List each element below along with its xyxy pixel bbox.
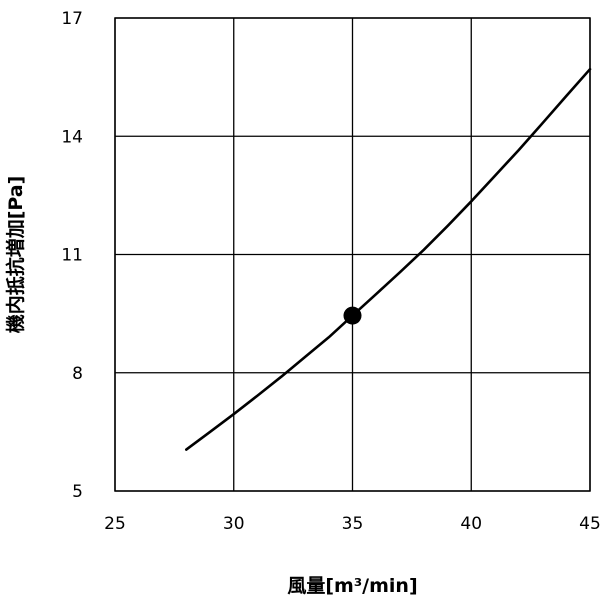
- series-line: [185, 67, 592, 451]
- highlight-point-marker: [343, 306, 362, 325]
- grid: [114, 17, 591, 492]
- y-tick-label: 14: [61, 127, 83, 147]
- x-tick-label: 35: [342, 514, 364, 534]
- y-tick-label: 8: [72, 364, 83, 384]
- y-tick-label: 17: [61, 9, 83, 29]
- x-tick-label: 30: [223, 514, 245, 534]
- x-tick-label: 40: [460, 514, 482, 534]
- y-tick-label: 11: [61, 246, 83, 266]
- plot-area-border: [114, 17, 591, 492]
- x-tick-labels: 25 30 35 40 45: [104, 514, 601, 534]
- y-axis-title: 機内抵抗増加[Pa]: [4, 176, 27, 334]
- y-tick-label: 5: [72, 482, 83, 502]
- x-tick-label: 45: [579, 514, 601, 534]
- x-tick-label: 25: [104, 514, 126, 534]
- x-axis-title: 風量[m³/min]: [287, 575, 417, 597]
- y-tick-labels: 5 8 11 14 17: [61, 9, 83, 502]
